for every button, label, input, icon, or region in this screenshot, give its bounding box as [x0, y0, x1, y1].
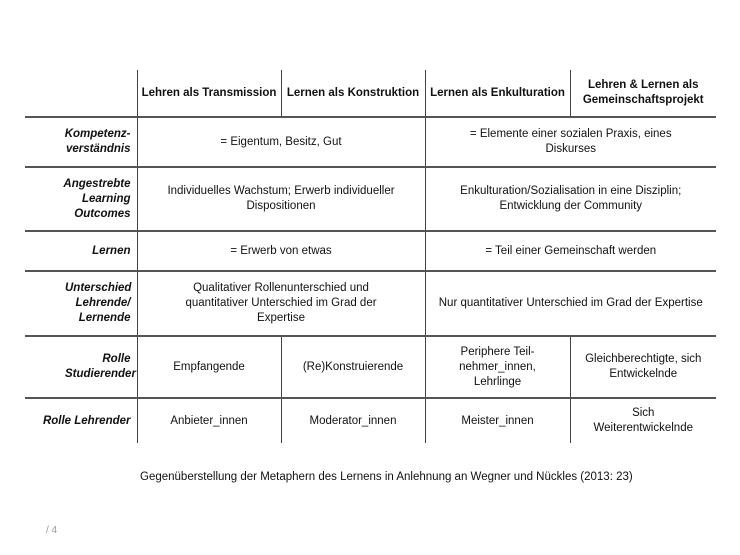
table-row: Kompetenz-verständnis = Eigentum, Besitz…: [25, 116, 716, 167]
table-caption: Gegenüberstellung der Metaphern des Lern…: [140, 471, 633, 483]
header-cell: Lehren als Transmission: [136, 70, 281, 117]
table-header-row: Lehren als Transmission Lernen als Konst…: [25, 70, 716, 117]
table-cell: Periphere Teil-nehmer_innen, Lehrlinge: [424, 335, 570, 398]
table-row: Unterschied Lehrende/ Lernende Qualitati…: [25, 270, 716, 336]
table-cell: Moderator_innen: [280, 397, 425, 443]
row-label: Kompetenz-verständnis: [25, 116, 137, 167]
table-cell: = Erwerb von etwas: [136, 230, 425, 271]
table-row: Angestrebte Learning Outcomes Individuel…: [25, 166, 716, 231]
table-row: Rolle Studierender Empfangende (Re)Konst…: [25, 335, 716, 398]
table-cell: Individuelles Wachstum; Erwerb individue…: [136, 166, 425, 231]
row-label: Rolle Studierender: [25, 335, 137, 398]
table-cell: Gleichberechtigte, sich Entwickelnde: [569, 335, 716, 398]
table-cell: = Eigentum, Besitz, Gut: [136, 116, 425, 167]
table-cell: (Re)Konstruierende: [280, 335, 425, 398]
row-label: Angestrebte Learning Outcomes: [25, 166, 137, 231]
metaphors-table: Lehren als Transmission Lernen als Konst…: [25, 70, 716, 443]
table-cell: Meister_innen: [424, 397, 570, 443]
row-label: Unterschied Lehrende/ Lernende: [25, 270, 137, 336]
header-cell: Lernen als Konstruktion: [280, 70, 425, 117]
header-cell: Lernen als Enkulturation: [424, 70, 570, 117]
table-cell: Sich Weiterentwickelnde: [569, 397, 716, 443]
table-cell: = Teil einer Gemeinschaft werden: [424, 230, 716, 271]
table-cell: Enkulturation/Sozialisation in eine Disz…: [424, 166, 716, 231]
header-empty: [25, 70, 137, 117]
page-number: / 4: [46, 525, 58, 536]
table-row: Lernen = Erwerb von etwas = Teil einer G…: [25, 230, 716, 271]
table-cell: Empfangende: [136, 335, 281, 398]
table-cell: Nur quantitativer Unterschied im Grad de…: [424, 270, 716, 336]
table-cell: Qualitativer Rollenunterschied und quant…: [136, 270, 425, 336]
row-label: Rolle Lehrender: [25, 397, 137, 443]
table-cell: Anbieter_innen: [136, 397, 281, 443]
table-cell: = Elemente einer sozialen Praxis, eines …: [424, 116, 716, 167]
header-cell: Lehren & Lernen als Gemeinschaftsprojekt: [569, 70, 716, 117]
table-row: Rolle Lehrender Anbieter_innen Moderator…: [25, 397, 716, 443]
row-label: Lernen: [25, 230, 137, 271]
